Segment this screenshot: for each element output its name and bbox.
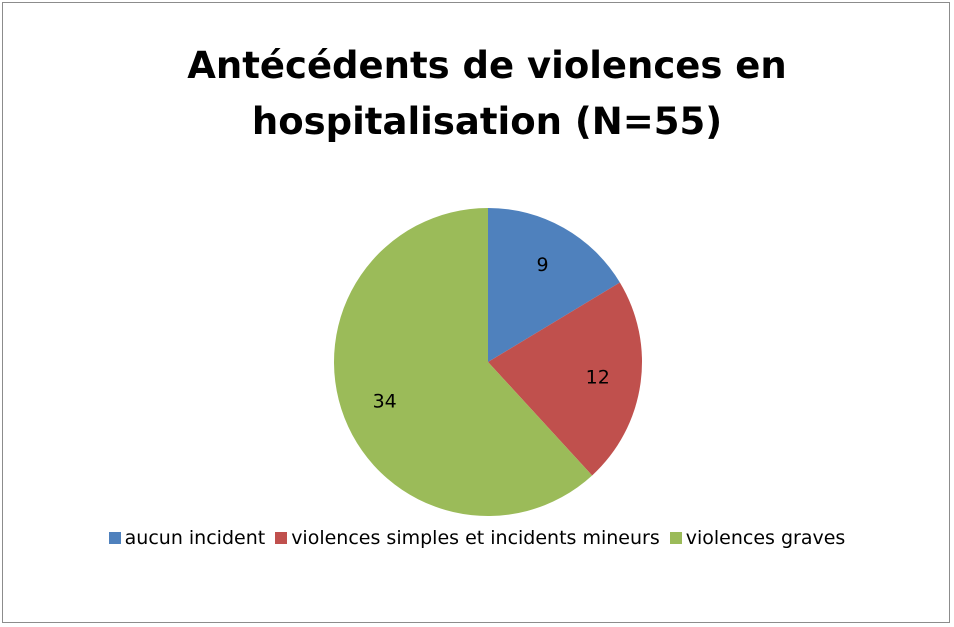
legend-item: violences simples et incidents mineurs — [275, 527, 660, 549]
pie-slice — [488, 208, 620, 362]
legend-label: violences simples et incidents mineurs — [291, 527, 660, 549]
data-label: 34 — [373, 391, 397, 413]
data-label: 9 — [536, 254, 548, 276]
pie-slice — [333, 208, 593, 517]
legend-item: aucun incident — [108, 527, 266, 549]
pie-slice — [488, 282, 642, 476]
data-label: 12 — [586, 366, 610, 388]
legend-swatch — [669, 532, 682, 544]
legend-swatch — [275, 532, 288, 544]
legend-label: aucun incident — [124, 527, 266, 549]
legend-label: violences graves — [685, 527, 846, 549]
legend: aucun incident violences simples et incid… — [0, 527, 954, 549]
legend-item: violences graves — [669, 527, 846, 549]
chart-title: Antécédents de violences en hospitalisat… — [187, 44, 787, 143]
legend-swatch — [108, 532, 121, 544]
